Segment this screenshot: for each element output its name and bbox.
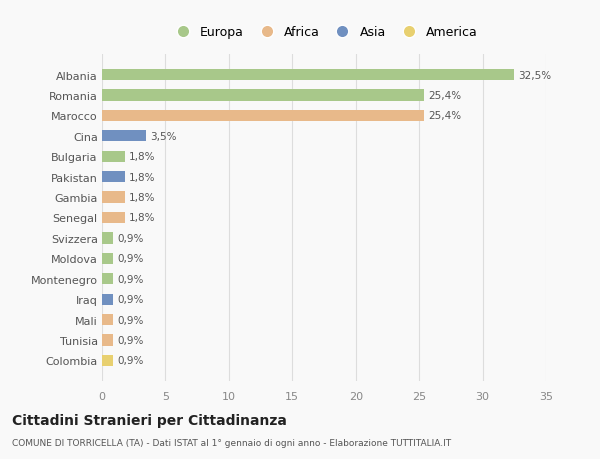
Bar xyxy=(102,131,146,142)
Text: 0,9%: 0,9% xyxy=(117,295,143,304)
Bar xyxy=(102,90,424,101)
Text: 0,9%: 0,9% xyxy=(117,335,143,345)
Bar xyxy=(102,151,125,162)
Bar xyxy=(102,192,125,203)
Bar xyxy=(102,314,113,325)
Text: 0,9%: 0,9% xyxy=(117,315,143,325)
Text: 0,9%: 0,9% xyxy=(117,233,143,243)
Text: 32,5%: 32,5% xyxy=(518,71,551,80)
Bar xyxy=(102,335,113,346)
Text: 0,9%: 0,9% xyxy=(117,274,143,284)
Text: 25,4%: 25,4% xyxy=(428,111,461,121)
Bar xyxy=(102,355,113,366)
Text: 1,8%: 1,8% xyxy=(128,172,155,182)
Text: 1,8%: 1,8% xyxy=(128,213,155,223)
Text: 1,8%: 1,8% xyxy=(128,193,155,203)
Bar xyxy=(102,233,113,244)
Text: COMUNE DI TORRICELLA (TA) - Dati ISTAT al 1° gennaio di ogni anno - Elaborazione: COMUNE DI TORRICELLA (TA) - Dati ISTAT a… xyxy=(12,438,451,448)
Bar xyxy=(102,294,113,305)
Text: 0,9%: 0,9% xyxy=(117,254,143,264)
Legend: Europa, Africa, Asia, America: Europa, Africa, Asia, America xyxy=(166,22,482,43)
Text: 1,8%: 1,8% xyxy=(128,152,155,162)
Bar xyxy=(102,253,113,264)
Text: 3,5%: 3,5% xyxy=(150,132,177,141)
Text: 0,9%: 0,9% xyxy=(117,356,143,365)
Bar xyxy=(102,172,125,183)
Text: Cittadini Stranieri per Cittadinanza: Cittadini Stranieri per Cittadinanza xyxy=(12,413,287,427)
Bar xyxy=(102,274,113,285)
Bar xyxy=(102,70,514,81)
Bar xyxy=(102,213,125,224)
Bar xyxy=(102,111,424,122)
Text: 25,4%: 25,4% xyxy=(428,91,461,101)
